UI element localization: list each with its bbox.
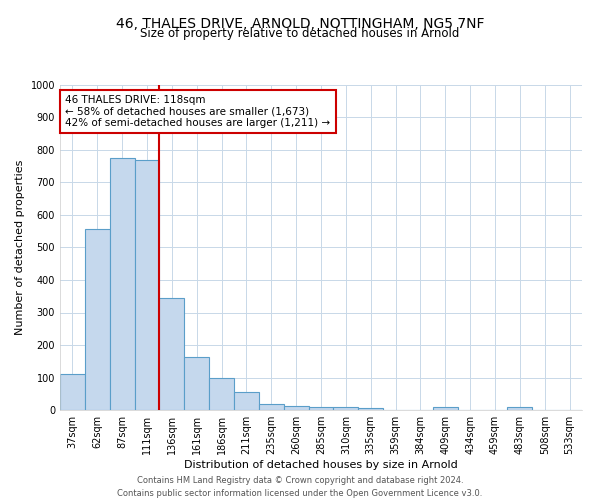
Bar: [259, 404, 284, 410]
Bar: [60, 374, 85, 410]
Text: 46 THALES DRIVE: 118sqm
← 58% of detached houses are smaller (1,673)
42% of semi: 46 THALES DRIVE: 118sqm ← 58% of detache…: [65, 94, 331, 128]
Text: 46, THALES DRIVE, ARNOLD, NOTTINGHAM, NG5 7NF: 46, THALES DRIVE, ARNOLD, NOTTINGHAM, NG…: [116, 18, 484, 32]
Bar: [160, 298, 184, 410]
Bar: [134, 160, 160, 410]
Bar: [184, 357, 209, 410]
Bar: [209, 378, 234, 410]
Bar: [508, 408, 532, 410]
Bar: [308, 407, 334, 410]
Text: Size of property relative to detached houses in Arnold: Size of property relative to detached ho…: [140, 28, 460, 40]
Bar: [358, 408, 383, 410]
Text: Contains HM Land Registry data © Crown copyright and database right 2024.
Contai: Contains HM Land Registry data © Crown c…: [118, 476, 482, 498]
Bar: [334, 408, 358, 410]
Bar: [433, 408, 458, 410]
Y-axis label: Number of detached properties: Number of detached properties: [15, 160, 25, 335]
Bar: [85, 229, 110, 410]
Bar: [234, 392, 259, 410]
Bar: [284, 406, 308, 410]
Bar: [110, 158, 134, 410]
X-axis label: Distribution of detached houses by size in Arnold: Distribution of detached houses by size …: [184, 460, 458, 470]
